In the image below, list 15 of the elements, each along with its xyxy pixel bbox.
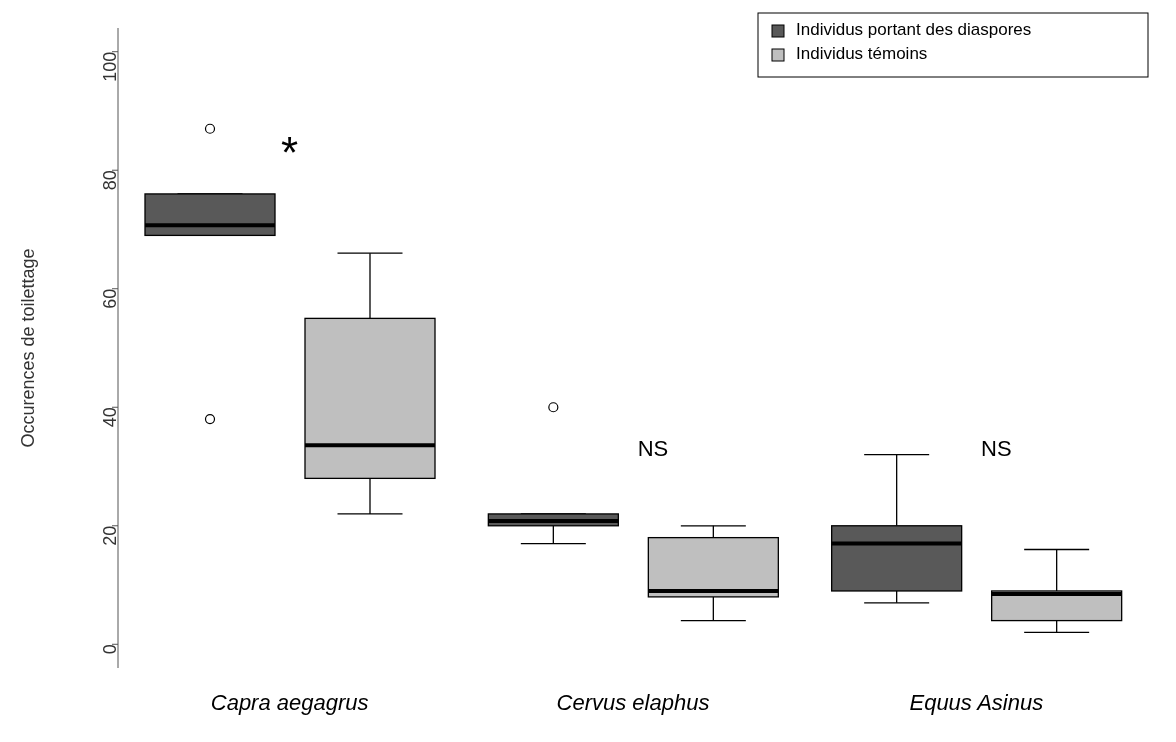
- y-tick-label: 80: [100, 170, 121, 191]
- annotation: *: [281, 127, 299, 177]
- legend-label: Individus portant des diaspores: [796, 20, 1032, 40]
- x-tick-label: Equus Asinus: [909, 689, 1044, 715]
- y-axis-title: Occurences de toilettage: [18, 248, 39, 448]
- y-tick-label: 100: [100, 51, 121, 82]
- y-tick-label: 20: [100, 525, 121, 546]
- x-tick-label: Capra aegagrus: [210, 689, 369, 715]
- legend-label: Individus témoins: [796, 44, 928, 64]
- annotation: NS: [981, 436, 1012, 462]
- x-tick-label: Cervus elaphus: [556, 689, 710, 715]
- y-tick-label: 0: [100, 644, 121, 655]
- y-tick-label: 40: [100, 407, 121, 428]
- annotation: NS: [637, 436, 669, 462]
- y-tick-label: 60: [100, 288, 121, 309]
